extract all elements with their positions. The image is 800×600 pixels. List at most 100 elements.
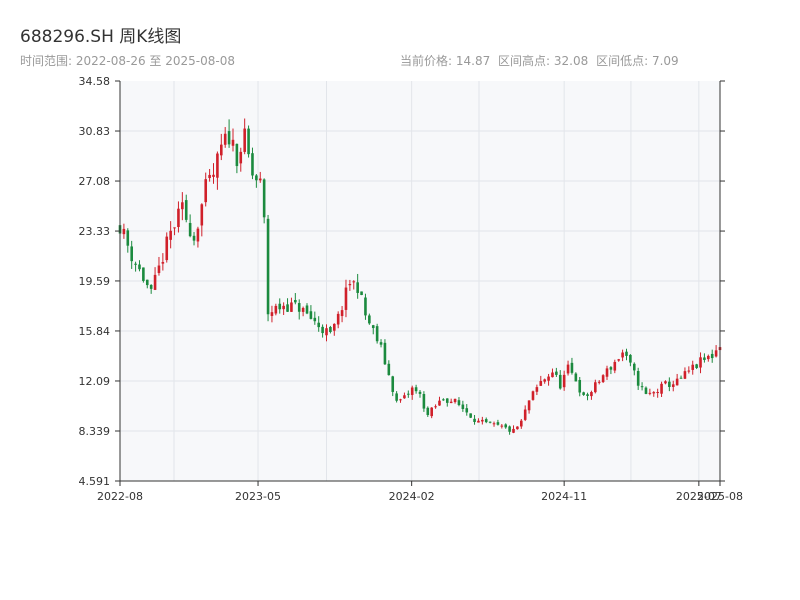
candle-body [243,128,246,152]
candle-body [177,208,180,228]
candle-body [504,424,508,428]
candle-body [500,425,504,427]
candle-body [399,399,402,401]
candle-body [297,303,301,312]
range-low-label: 区间低点: 7.09 [596,54,679,68]
candle-body [325,328,328,336]
candle-body [165,236,169,261]
candle-body [375,326,379,342]
x-tick-label: 2024-11 [541,490,587,503]
candle-body [679,377,683,379]
candle-body [582,392,585,395]
candle-body [449,401,453,404]
candle-body [395,393,398,401]
candle-body [407,393,410,395]
candle-body [671,384,675,387]
candle-body [465,408,469,413]
y-tick-label: 12.09 [79,375,111,388]
candle-body [625,351,628,356]
candle-body [687,370,691,372]
candle-body [519,420,523,427]
time-range-label: 时间范围: 2022-08-26 至 2025-08-08 [20,54,235,68]
candle-body [414,387,418,392]
candle-body [239,151,243,164]
candle-body [410,387,414,395]
candle-body [477,420,480,423]
candle-body [703,357,706,360]
x-tick-label: 2023-05 [235,490,281,503]
candle-body [286,304,289,312]
candle-body [134,263,137,265]
candle-body [551,372,554,378]
x-axis-ticks: 2022-08 2023-05 2024-02 2024-11 2025-072025-… [97,481,743,503]
candle-body [531,391,535,400]
candle-body [145,279,149,286]
candle-body [251,153,254,176]
candle-body [126,230,130,246]
candle-body [329,326,332,332]
candle-body [188,222,192,237]
y-tick-label: 30.83 [79,125,111,138]
candle-body [691,364,695,370]
candle-body [438,400,441,406]
candle-body [278,303,282,310]
candle-body [699,357,702,368]
candle-body [321,326,324,334]
candle-body [122,228,126,235]
candle-body [484,419,488,423]
candle-body [442,399,445,401]
price-stats: 当前价格: 14.87 区间高点: 32.08 区间低点: 7.09 [400,52,683,69]
candle-body [590,392,593,397]
candle-body [231,139,235,146]
candle-body [181,202,184,210]
candle-body [348,283,352,286]
candle-body [219,144,223,156]
candle-body [313,317,317,322]
current-price-label: 当前价格: 14.87 [400,54,491,68]
candle-body [469,413,472,418]
candle-body [539,381,543,386]
candle-body [430,407,433,417]
candle-body [636,371,640,386]
candle-body [344,287,348,310]
candle-body [305,305,309,314]
candle-body [609,367,613,370]
candle-body [586,394,589,396]
candle-body [142,267,145,281]
candle-body [508,426,511,432]
candle-body [371,325,375,329]
candle-body [173,227,176,229]
x-tick-label: 2025-07 [676,490,722,503]
candle-body [294,300,297,303]
candle-body [290,302,293,312]
candle-body [130,246,133,262]
candle-body [200,204,204,226]
candle-body [578,379,582,393]
y-tick-label: 34.58 [79,75,111,88]
candle-body [574,373,578,382]
candle-body [629,354,632,363]
candle-body [255,175,258,181]
candle-body [379,342,383,345]
candle-body [184,200,188,220]
x-tick-label: 2022-08 [97,490,143,503]
candle-body [535,387,539,392]
candle-body [196,228,200,242]
candle-body [453,398,457,403]
candle-body [274,305,278,314]
candle-body [488,421,492,423]
candle-body [714,350,718,357]
candle-body [270,312,274,316]
candle-body [356,282,359,293]
candle-body [383,342,387,365]
candle-body [707,355,710,360]
candle-body [613,361,617,371]
candle-body [632,363,636,371]
candle-body [457,400,461,406]
candle-body [403,395,406,399]
candle-body [675,378,679,386]
candle-body [235,143,239,167]
candle-body [683,371,687,379]
y-tick-label: 27.08 [79,175,111,188]
